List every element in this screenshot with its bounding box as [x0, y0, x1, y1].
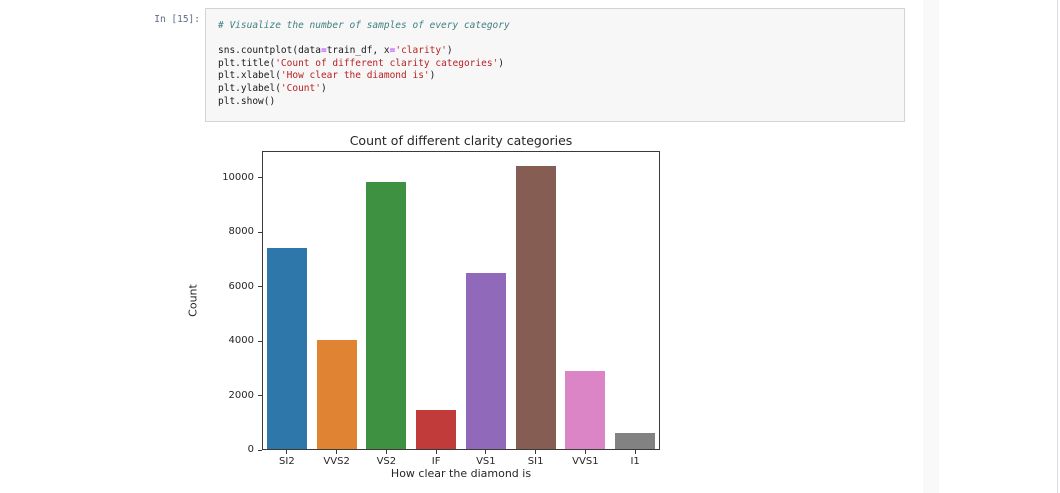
chart-title: Count of different clarity categories: [349, 133, 573, 148]
y-tick-label: 2000: [228, 389, 254, 401]
code-token-comment: # Visualize the number of samples of eve…: [218, 20, 510, 31]
x-tick-mark: [336, 450, 338, 454]
code-line: # Visualize the number of samples of eve…: [218, 20, 892, 33]
x-tick-label-vs1: VS1: [476, 456, 496, 467]
code-token-plain: plt.show(): [218, 95, 276, 107]
input-prompt: In [15]:: [154, 14, 200, 25]
bar-si1: [515, 165, 556, 450]
x-tick-label-vvs2: VVS2: [323, 456, 350, 467]
code-token-str: 'Count of different clarity categories': [275, 57, 499, 69]
code-token-plain: plt.title(: [218, 57, 276, 69]
bar-i1: [615, 433, 656, 450]
code-token-plain: ): [498, 57, 504, 69]
code-token-plain: ): [429, 70, 436, 82]
bar-vvs2: [316, 339, 357, 450]
y-tick-mark: [258, 340, 262, 342]
x-axis-label: How clear the diamond is: [390, 467, 532, 480]
y-tick-mark: [258, 449, 262, 451]
x-tick-label-si1: SI1: [527, 456, 544, 467]
y-tick-label: 4000: [228, 335, 254, 347]
x-tick-mark: [535, 450, 537, 454]
page-right-border: [1057, 0, 1058, 493]
code-token-str: 'clarity': [395, 45, 447, 57]
x-tick-label-vs2: VS2: [376, 456, 397, 467]
bar-si2: [266, 248, 307, 450]
code-token-op: =: [320, 45, 327, 57]
code-editor[interactable]: # Visualize the number of samples of eve…: [205, 8, 905, 122]
code-token-plain: plt.ylabel(: [218, 82, 281, 94]
right-gutter: [923, 0, 939, 493]
code-line: plt.ylabel('Count'): [218, 83, 892, 96]
bar-vvs1: [565, 370, 606, 450]
code-token-plain: train_df, x: [326, 45, 390, 57]
y-tick-mark: [258, 231, 262, 233]
x-tick-mark: [385, 450, 387, 454]
y-tick-label: 8000: [228, 226, 254, 238]
bar-vs1: [465, 272, 506, 450]
x-tick-label-vvs1: VVS1: [572, 456, 599, 467]
y-tick-label: 6000: [228, 280, 254, 292]
x-tick-mark: [435, 450, 437, 454]
code-line: [218, 33, 892, 46]
code-token-str: 'How clear the diamond is': [280, 70, 430, 82]
code-line: plt.xlabel('How clear the diamond is'): [218, 70, 892, 83]
code-line: plt.title('Count of different clarity ca…: [218, 58, 892, 71]
x-tick-label-if: IF: [431, 456, 441, 467]
code-token-plain: plt.xlabel(: [218, 70, 281, 82]
x-tick-mark: [286, 450, 288, 454]
bar-if: [416, 410, 457, 450]
y-tick-label: 10000: [222, 171, 254, 183]
code-token-op: =: [389, 45, 396, 57]
y-tick-mark: [258, 395, 262, 396]
y-tick-mark: [258, 286, 262, 288]
y-tick-label: 0: [247, 444, 254, 455]
code-token-plain: ): [446, 45, 453, 57]
figure: Count of different clarity categories Co…: [180, 130, 680, 493]
code-token-plain: sns.countplot(data: [218, 45, 321, 57]
code-token-plain: ): [320, 82, 327, 94]
x-tick-label-i1: I1: [630, 456, 640, 467]
bar-vs2: [366, 182, 407, 450]
x-tick-label-si2: SI2: [279, 456, 295, 467]
code-line: plt.show(): [218, 96, 892, 109]
y-tick-mark: [258, 177, 262, 179]
x-tick-mark: [485, 450, 487, 454]
code-line: sns.countplot(data=train_df, x='clarity'…: [218, 45, 892, 58]
x-tick-mark: [584, 450, 586, 454]
x-tick-mark: [634, 450, 636, 454]
code-token-str: 'Count': [280, 82, 321, 94]
